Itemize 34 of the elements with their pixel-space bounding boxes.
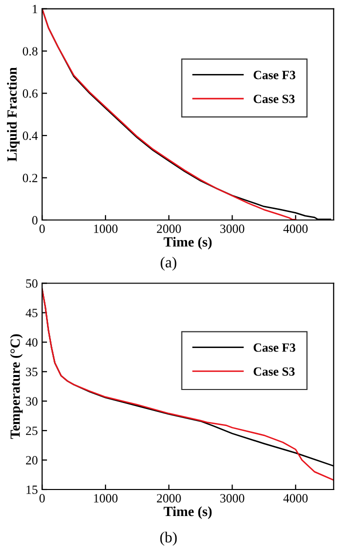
y-tick-label: 1 (32, 4, 38, 14)
legend-label: Case S3 (254, 94, 295, 104)
x-tick-label: 4000 (283, 494, 308, 502)
x-tick-label: 1000 (94, 224, 118, 233)
x-tick-label: 3000 (220, 224, 244, 233)
y-tick-label: 15 (26, 486, 38, 494)
y-tick-label: 45 (26, 308, 38, 318)
y-axis-title: Liquid Fraction (6, 67, 20, 162)
y-tick-label: 0 (32, 216, 38, 224)
x-tick-label: 0 (39, 224, 45, 233)
y-tick-label: 50 (26, 279, 38, 288)
y-tick-label: 20 (26, 456, 38, 464)
text: (a) (160, 256, 176, 271)
y-axis-title: Temperature (°C) (10, 334, 23, 439)
x-axis-title: Time (s) (164, 506, 212, 519)
x-tick-label: 2000 (156, 224, 181, 233)
legend-label: Case F3 (254, 343, 296, 352)
x-tick-label: 3000 (220, 494, 244, 502)
y-tick-label: 0.2 (22, 174, 38, 182)
x-tick-label: 1000 (94, 494, 118, 502)
text: (b) (160, 532, 177, 546)
x-axis-title: Time (s) (164, 236, 212, 250)
legend-label: Case F3 (254, 70, 296, 80)
y-tick-label: 25 (26, 426, 38, 436)
y-tick-label: 0.6 (22, 89, 38, 98)
y-tick-label: 0.4 (22, 132, 38, 140)
x-tick-label: 4000 (283, 224, 308, 233)
legend-label: Case S3 (254, 367, 295, 376)
x-tick-label: 0 (39, 494, 45, 502)
y-tick-label: 40 (26, 338, 38, 347)
y-tick-label: 35 (26, 368, 38, 376)
y-tick-label: 0.8 (22, 47, 38, 56)
x-tick-label: 2000 (156, 494, 181, 502)
y-tick-label: 30 (26, 397, 38, 406)
